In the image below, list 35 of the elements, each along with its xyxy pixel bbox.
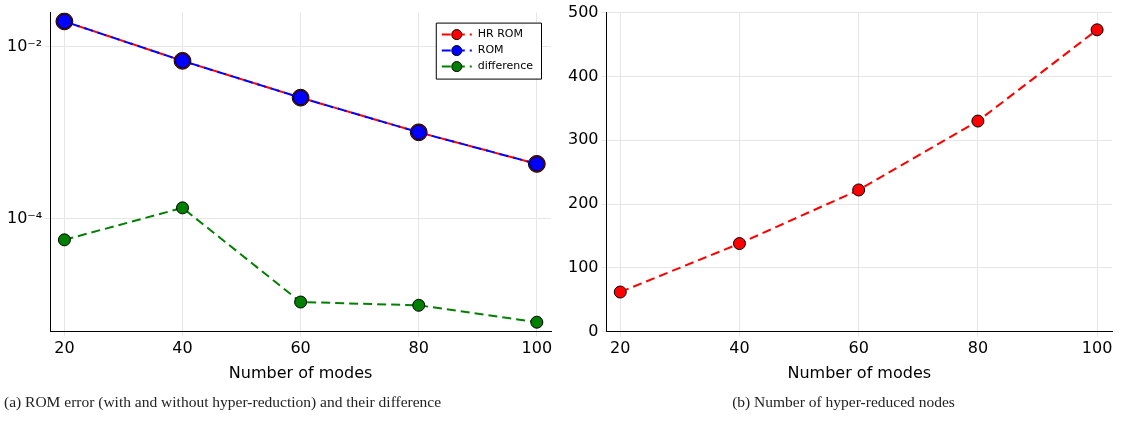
point xyxy=(294,295,308,309)
point xyxy=(57,233,71,247)
x-tick-label: 80 xyxy=(408,338,429,358)
x-tick-label: 20 xyxy=(610,338,631,358)
x-tick-label: 100 xyxy=(1081,338,1113,358)
x-tick-label: 60 xyxy=(848,338,869,358)
y-tick-label: 400 xyxy=(567,65,599,85)
y-tick-label: 10⁻² xyxy=(7,35,43,55)
point xyxy=(971,114,985,128)
point xyxy=(1090,23,1104,37)
legend-label: difference xyxy=(477,59,534,73)
point xyxy=(530,315,544,329)
x-axis-title: Number of modes xyxy=(228,362,373,382)
y-tick-label: 300 xyxy=(567,129,599,149)
x-tick-label: 20 xyxy=(54,338,75,358)
point xyxy=(412,298,426,312)
x-tick-label: 100 xyxy=(521,338,553,358)
x-tick-label: 80 xyxy=(967,338,989,358)
y-tick-label: 0 xyxy=(588,320,599,340)
x-tick-label: 40 xyxy=(172,338,193,358)
y-tick-label: 500 xyxy=(567,1,599,21)
point xyxy=(732,237,746,251)
point xyxy=(613,285,627,299)
legend-label: HR ROM xyxy=(477,27,523,41)
y-tick-label: 100 xyxy=(567,256,599,276)
x-tick-label: 40 xyxy=(729,338,750,358)
text: (b) Number of hyper-reduced nodes xyxy=(731,393,956,411)
x-axis-title: Number of modes xyxy=(787,362,932,382)
text: (a) ROM error (with and without hyper-reduction) and their difference xyxy=(3,393,443,411)
point xyxy=(176,201,189,215)
point xyxy=(852,183,866,197)
y-tick-label: 10⁻⁴ xyxy=(7,207,43,227)
legend-label: ROM xyxy=(477,43,504,57)
y-tick-label: 200 xyxy=(567,193,599,213)
x-tick-label: 60 xyxy=(290,338,311,358)
